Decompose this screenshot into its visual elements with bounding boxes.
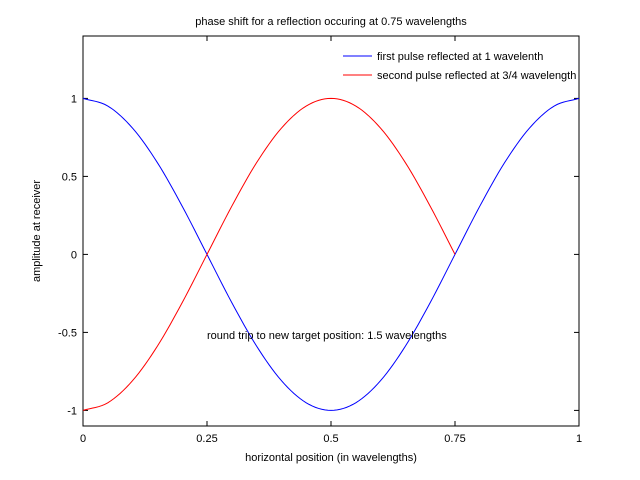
x-tick-label: 0: [80, 433, 86, 445]
axis-ticks: 0 0.25 0.5 0.75 1 -1 -0.5 0 0.5 1: [58, 36, 582, 445]
y-tick-label: -1: [67, 405, 77, 417]
y-tick-label: 0.5: [62, 171, 77, 183]
x-tick-label: 0.5: [323, 433, 338, 445]
plot-frame: [82, 35, 580, 427]
x-tick-label: 1: [576, 433, 582, 445]
series-line-0: [82, 97, 580, 411]
x-axis-label: horizontal position (in wavelengths): [245, 452, 417, 464]
chart-annotation: round trip to new target position: 1.5 w…: [207, 330, 447, 342]
legend-label-second-pulse: second pulse reflected at 3/4 wavelength: [377, 70, 576, 82]
chart-title: phase shift for a reflection occuring at…: [195, 16, 467, 28]
series-lines: [82, 97, 580, 411]
legend-label-first-pulse: first pulse reflected at 1 wavelenth: [377, 51, 543, 63]
legend-box: [337, 44, 573, 88]
y-tick-label: 1: [71, 93, 77, 105]
y-axis-label: amplitude at receiver: [31, 180, 43, 282]
y-tick-label: -0.5: [58, 327, 77, 339]
y-tick-label: 0: [71, 249, 77, 261]
legend: first pulse reflected at 1 wavelenth sec…: [337, 44, 576, 88]
x-tick-label: 0.25: [196, 433, 217, 445]
series-line-1: [82, 97, 456, 411]
x-tick-label: 0.75: [444, 433, 465, 445]
plot-area: 0 0.25 0.5 0.75 1 -1 -0.5 0 0.5 1: [58, 35, 582, 445]
